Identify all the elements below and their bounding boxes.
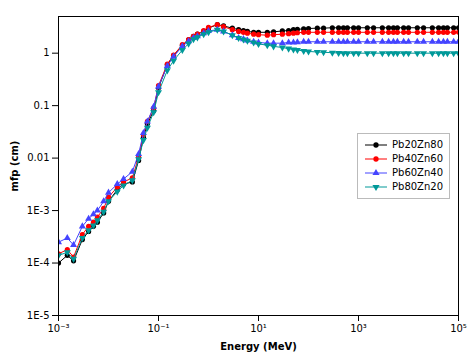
svg-text:1E-4: 1E-4	[27, 257, 50, 268]
svg-text:1E-3: 1E-3	[27, 205, 50, 216]
html-text:Pb20Zn80: Pb20Zn80	[392, 138, 443, 150]
svg-text:10¹: 10¹	[250, 323, 267, 334]
svg-text:1E-5: 1E-5	[27, 310, 50, 321]
html-text:Pb40Zn60: Pb40Zn60	[392, 152, 443, 164]
svg-text:Energy (MeV): Energy (MeV)	[220, 341, 296, 352]
svg-text:10⁵: 10⁵	[450, 323, 467, 334]
svg-text:0.01: 0.01	[27, 152, 49, 163]
html-text:Pb60Zn40: Pb60Zn40	[392, 166, 443, 178]
svg-text:1: 1	[43, 47, 49, 58]
html-text:Pb80Zn20: Pb80Zn20	[392, 180, 443, 192]
svg-text:10³: 10³	[350, 323, 367, 334]
svg-text:10⁻³: 10⁻³	[47, 323, 69, 334]
svg-text:0.1: 0.1	[34, 100, 50, 111]
svg-text:mfp (cm): mfp (cm)	[9, 141, 20, 192]
svg-text:10⁻¹: 10⁻¹	[147, 323, 169, 334]
